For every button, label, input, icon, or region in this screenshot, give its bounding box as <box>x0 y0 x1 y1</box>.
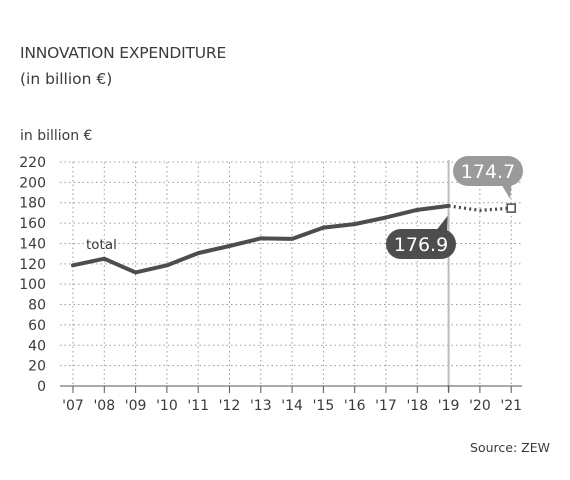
x-tick-label: '10 <box>156 398 178 414</box>
callout-pointer <box>435 215 448 234</box>
x-tick-label: '13 <box>250 398 272 414</box>
callouts: 176.9 174.7 <box>386 156 523 259</box>
chart-title: INNOVATION EXPENDITURE <box>20 44 227 62</box>
y-tick-label: 60 <box>28 318 46 334</box>
source-note: Source: ZEW <box>470 440 550 455</box>
x-tick-label: '15 <box>313 398 335 414</box>
y-tick-label: 120 <box>19 257 46 273</box>
y-tick-label: 200 <box>19 175 46 191</box>
y-axis-unit-label: in billion € <box>20 128 93 144</box>
x-tick-label: '21 <box>500 398 522 414</box>
grid <box>60 160 522 392</box>
y-tick-label: 80 <box>28 298 46 314</box>
y-tick-label: 220 <box>19 155 46 171</box>
x-tick-label: '08 <box>93 398 115 414</box>
x-tick-label: '17 <box>375 398 397 414</box>
callout-value: 174.7 <box>461 161 515 183</box>
callout-pointer <box>500 179 512 200</box>
series-label: total <box>86 237 117 253</box>
chart-subtitle: (in billion €) <box>20 70 113 88</box>
y-axis-ticks: 0 20 40 60 80 100 120 140 160 180 200 220 <box>19 155 46 395</box>
callout-bubble <box>453 156 523 186</box>
x-tick-label: '18 <box>406 398 428 414</box>
x-tick-label: '16 <box>344 398 366 414</box>
y-tick-label: 40 <box>28 338 46 354</box>
y-tick-label: 0 <box>37 379 46 395</box>
y-tick-label: 100 <box>19 277 46 293</box>
x-tick-label: '14 <box>281 398 303 414</box>
y-tick-label: 20 <box>28 359 46 375</box>
callout-value: 176.9 <box>394 234 448 256</box>
callout-bubble <box>386 229 456 259</box>
y-tick-label: 180 <box>19 196 46 212</box>
x-tick-label: '11 <box>187 398 209 414</box>
y-tick-label: 140 <box>19 236 46 252</box>
x-tick-label: '19 <box>438 398 460 414</box>
y-tick-label: 160 <box>19 216 46 232</box>
x-axis-ticks: '07 '08 '09 '10 '11 '12 '13 '14 '15 '16 '17 '18 '19 '… <box>60 385 522 414</box>
x-tick-label: '12 <box>219 398 241 414</box>
series-lines: total <box>71 203 516 275</box>
x-tick-label: '09 <box>125 398 147 414</box>
x-tick-label: '07 <box>62 398 84 414</box>
forecast-end-marker <box>506 203 516 213</box>
x-tick-label: '20 <box>469 398 491 414</box>
